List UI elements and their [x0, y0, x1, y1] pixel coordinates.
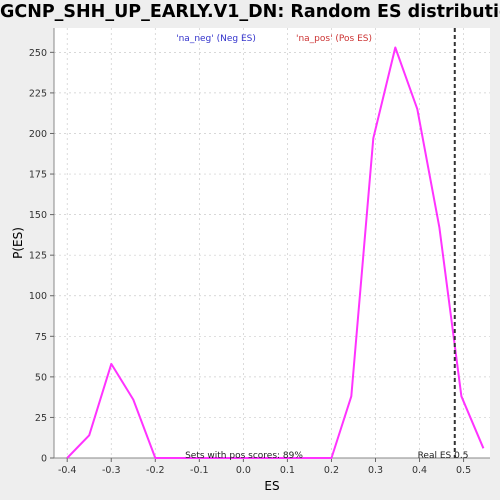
es-distribution-line — [66, 46, 485, 459]
x-tick-label: 0.3 — [368, 465, 383, 476]
legend-neg: 'na_neg' (Neg ES) — [176, 34, 256, 44]
series-group — [66, 46, 485, 459]
x-tick-label: 0.2 — [324, 465, 339, 476]
x-tick-label: -0.2 — [146, 465, 165, 476]
y-tick-label: 150 — [29, 210, 47, 221]
y-tick-label: 225 — [29, 88, 47, 99]
y-tick-label: 125 — [29, 251, 47, 262]
y-axis-ticks: 0 25 50 75 100 125 150 175 200 225 250 — [29, 48, 54, 465]
x-tick-label: -0.1 — [190, 465, 209, 476]
x-tick-label: 0.4 — [412, 465, 427, 476]
y-tick-label: 100 — [29, 291, 47, 302]
real-es-label: Real ES 0.5 — [418, 451, 469, 461]
y-tick-label: 25 — [35, 413, 47, 424]
y-tick-label: 50 — [35, 372, 47, 383]
y-tick-label: 75 — [35, 332, 47, 343]
chart-title: GCNP_SHH_UP_EARLY.V1_DN: Random ES distr… — [0, 2, 500, 22]
grid-lines — [54, 28, 490, 459]
x-axis-label: ES — [264, 479, 279, 493]
y-tick-label: 250 — [29, 48, 47, 59]
y-tick-label: 175 — [29, 170, 47, 181]
x-tick-label: -0.4 — [58, 465, 77, 476]
x-tick-label: 0.1 — [280, 465, 295, 476]
x-axis-ticks: -0.4 -0.3 -0.2 -0.1 0.0 0.1 0.2 0.3 0.4 0.5 — [58, 458, 471, 476]
x-tick-label: 0.5 — [456, 465, 471, 476]
legend-pos: 'na_pos' (Pos ES) — [296, 34, 372, 44]
y-tick-label: 200 — [29, 129, 47, 140]
plot-area — [54, 28, 490, 458]
pos-scores-annotation: Sets with pos scores: 89% — [185, 451, 303, 461]
x-tick-label: 0.0 — [236, 465, 251, 476]
x-tick-label: -0.3 — [102, 465, 121, 476]
y-tick-label: 0 — [41, 454, 47, 465]
y-axis-label: P(ES) — [11, 227, 25, 259]
